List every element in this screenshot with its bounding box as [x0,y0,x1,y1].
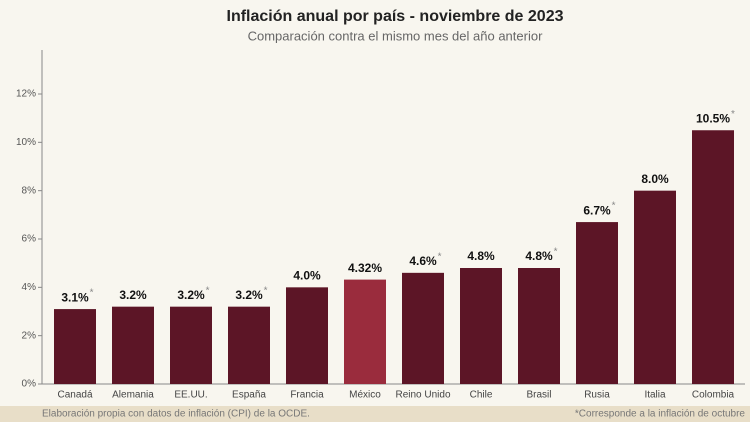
bar [228,306,270,384]
bar [634,190,676,384]
bar [112,306,154,384]
y-tick-label: 4% [22,282,37,293]
x-tick-label: Brasil [526,390,551,401]
footnote-mark: * [731,109,735,120]
bar [460,268,502,384]
x-tick-label: Rusia [584,390,610,401]
source-note: Elaboración propia con datos de inflació… [42,409,310,420]
value-label: 4.0% [293,269,321,283]
footnote-mark: * [438,251,442,262]
value-label: 4.8% [525,249,553,263]
x-tick-label: Canadá [57,390,92,401]
y-tick-label: 10% [16,137,36,148]
footnote-mark: * [90,288,94,299]
bar [344,279,386,384]
y-tick-label: 6% [22,234,37,245]
value-label: 3.1% [61,290,89,304]
y-tick-label: 8% [22,185,37,196]
bar [402,272,444,384]
x-tick-label: EE.UU. [174,390,207,401]
value-label: 3.2% [177,288,205,302]
x-tick-label: México [349,390,381,401]
x-tick-label: Italia [644,390,666,401]
footnote-mark: * [206,285,210,296]
x-tick-label: Reino Unido [395,390,450,401]
footer-band [0,406,750,422]
value-label: 4.6% [409,254,437,268]
chart-title: Inflación anual por país - noviembre de … [227,8,564,25]
x-tick-label: Francia [290,390,324,401]
x-tick-label: España [232,390,266,401]
bar [576,222,618,384]
footnote-mark: * [554,247,558,258]
footnote-mark: * [612,201,616,212]
bar [54,309,96,384]
chart-subtitle: Comparación contra el mismo mes del año … [248,28,543,43]
x-tick-label: Alemania [112,390,154,401]
footnote-mark: * [264,285,268,296]
bar [286,287,328,384]
value-label: 6.7% [583,203,611,217]
y-tick-label: 2% [22,330,37,341]
bar [518,268,560,384]
x-tick-label: Chile [470,390,493,401]
value-label: 10.5% [696,111,730,125]
value-label: 3.2% [119,288,147,302]
bar [170,306,212,384]
value-label: 8.0% [641,172,669,186]
y-tick-label: 0% [22,379,37,390]
value-label: 4.32% [348,261,382,275]
value-label: 4.8% [467,249,495,263]
x-tick-label: Colombia [692,390,735,401]
footnote: *Corresponde a la inflación de octubre [575,409,746,420]
bar [692,130,734,384]
value-label: 3.2% [235,288,263,302]
y-tick-label: 12% [16,89,36,100]
